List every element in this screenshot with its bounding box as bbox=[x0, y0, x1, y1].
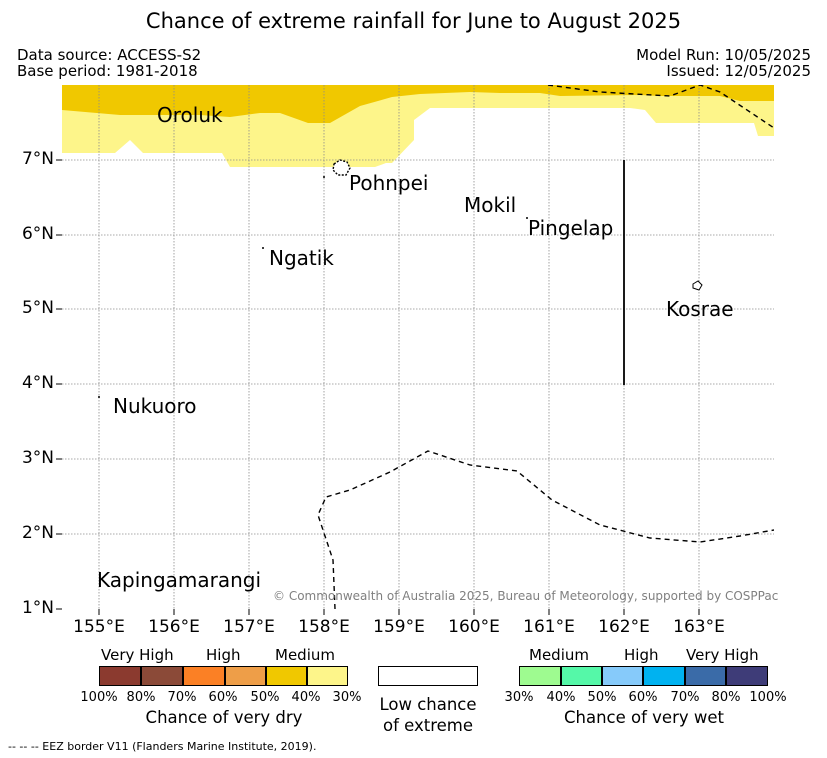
lat-label: 5°N bbox=[21, 298, 54, 318]
legend-dry-category: High bbox=[206, 646, 241, 664]
lon-label: 155°E bbox=[73, 617, 125, 637]
place-label-mokil: Mokil bbox=[464, 193, 517, 217]
legend-wet-swatch bbox=[519, 666, 561, 686]
legend-dry-label: Chance of very dry bbox=[145, 708, 303, 727]
ant-atoll-mark bbox=[323, 176, 325, 178]
meta-right: Model Run: 10/05/2025 Issued: 12/05/2025 bbox=[636, 47, 811, 79]
legend-neutral-line1: Low chance bbox=[379, 695, 477, 714]
legend-dry-tick: 50% bbox=[250, 690, 280, 705]
legend-neutral-label: Low chance of extreme bbox=[368, 694, 488, 736]
legend-wet-tick: 30% bbox=[504, 690, 534, 705]
legend-dry-tick: 80% bbox=[126, 690, 156, 705]
legend-wet-tick: 100% bbox=[749, 690, 787, 705]
data-source: Data source: ACCESS-S2 bbox=[17, 46, 202, 64]
legend-dry-swatch bbox=[307, 666, 348, 686]
legend-dry-swatch bbox=[99, 666, 141, 686]
lat-label: 1°N bbox=[21, 598, 54, 618]
legend-wet-label: Chance of very wet bbox=[564, 708, 724, 727]
legend-dry-category: Very High bbox=[101, 646, 174, 664]
legend-wet-tick: 70% bbox=[670, 690, 700, 705]
legend-wet-category: Very High bbox=[686, 646, 759, 664]
legend-wet-tick: 50% bbox=[587, 690, 617, 705]
issued-date: Issued: 12/05/2025 bbox=[666, 62, 811, 80]
legend-wet-tick: 80% bbox=[711, 690, 741, 705]
legend-dry-swatch bbox=[266, 666, 307, 686]
lat-label: 6°N bbox=[21, 224, 54, 244]
kosrae-island bbox=[692, 280, 703, 291]
lon-label: 160°E bbox=[448, 617, 500, 637]
legend-neutral-line2: of extreme bbox=[382, 716, 474, 735]
legend-wet-swatch bbox=[602, 666, 643, 686]
place-label-pingelap: Pingelap bbox=[528, 216, 614, 240]
place-label-ngatik: Ngatik bbox=[269, 246, 334, 270]
place-label-pohnpei: Pohnpei bbox=[349, 171, 429, 195]
lon-label: 163°E bbox=[673, 617, 725, 637]
legend-neutral-swatch bbox=[378, 666, 478, 686]
copyright-note: © Commonwealth of Australia 2025, Bureau… bbox=[273, 589, 779, 603]
gridlines bbox=[62, 85, 774, 609]
legend-dry-swatch bbox=[141, 666, 183, 686]
lat-label: 2°N bbox=[21, 523, 54, 543]
pingelap-mark bbox=[526, 217, 528, 219]
legend-wet-tick: 60% bbox=[628, 690, 658, 705]
legend-wet-swatch bbox=[561, 666, 602, 686]
legend-dry-category: Medium bbox=[275, 646, 335, 664]
eez-border-note: -- -- -- EEZ border V11 (Flanders Marine… bbox=[8, 740, 317, 753]
legend-dry-tick: 70% bbox=[167, 690, 197, 705]
eez-border bbox=[317, 85, 774, 609]
legend-wet-swatch bbox=[685, 666, 726, 686]
model-run: Model Run: 10/05/2025 bbox=[636, 46, 811, 64]
legend-dry-swatch bbox=[183, 666, 225, 686]
lon-label: 161°E bbox=[523, 617, 575, 637]
ngatik-mark bbox=[262, 247, 264, 249]
lat-label: 7°N bbox=[21, 149, 54, 169]
nukuoro-mark bbox=[98, 396, 100, 398]
legend-dry-tick: 30% bbox=[332, 690, 362, 705]
lon-label: 159°E bbox=[373, 617, 425, 637]
axis-ticks bbox=[56, 159, 700, 615]
place-label-oroluk: Oroluk bbox=[157, 103, 223, 127]
legend-wet-category: High bbox=[624, 646, 659, 664]
lon-label: 162°E bbox=[598, 617, 650, 637]
lat-label: 4°N bbox=[21, 373, 54, 393]
medium-dry-region bbox=[62, 85, 774, 123]
lon-label: 157°E bbox=[223, 617, 275, 637]
legend-wet-category: Medium bbox=[529, 646, 589, 664]
legend-wet-swatch bbox=[726, 666, 768, 686]
page-title: Chance of extreme rainfall for June to A… bbox=[145, 9, 682, 33]
meta-left: Data source: ACCESS-S2 Base period: 1981… bbox=[17, 47, 201, 79]
base-period: Base period: 1981-2018 bbox=[17, 62, 198, 80]
legend-dry-tick: 60% bbox=[208, 690, 238, 705]
lon-label: 156°E bbox=[148, 617, 200, 637]
place-label-nukuoro: Nukuoro bbox=[113, 394, 197, 418]
place-label-kapingamarangi: Kapingamarangi bbox=[97, 568, 262, 592]
legend-dry-swatch bbox=[225, 666, 266, 686]
legend-wet-swatch bbox=[643, 666, 685, 686]
pohnpei-island bbox=[332, 159, 351, 176]
lat-label: 3°N bbox=[21, 448, 54, 468]
legend-dry-tick: 100% bbox=[80, 690, 118, 705]
lon-label: 158°E bbox=[298, 617, 350, 637]
place-label-kosrae: Kosrae bbox=[666, 297, 734, 321]
legend-wet-tick: 40% bbox=[546, 690, 576, 705]
legend-dry-tick: 40% bbox=[291, 690, 321, 705]
